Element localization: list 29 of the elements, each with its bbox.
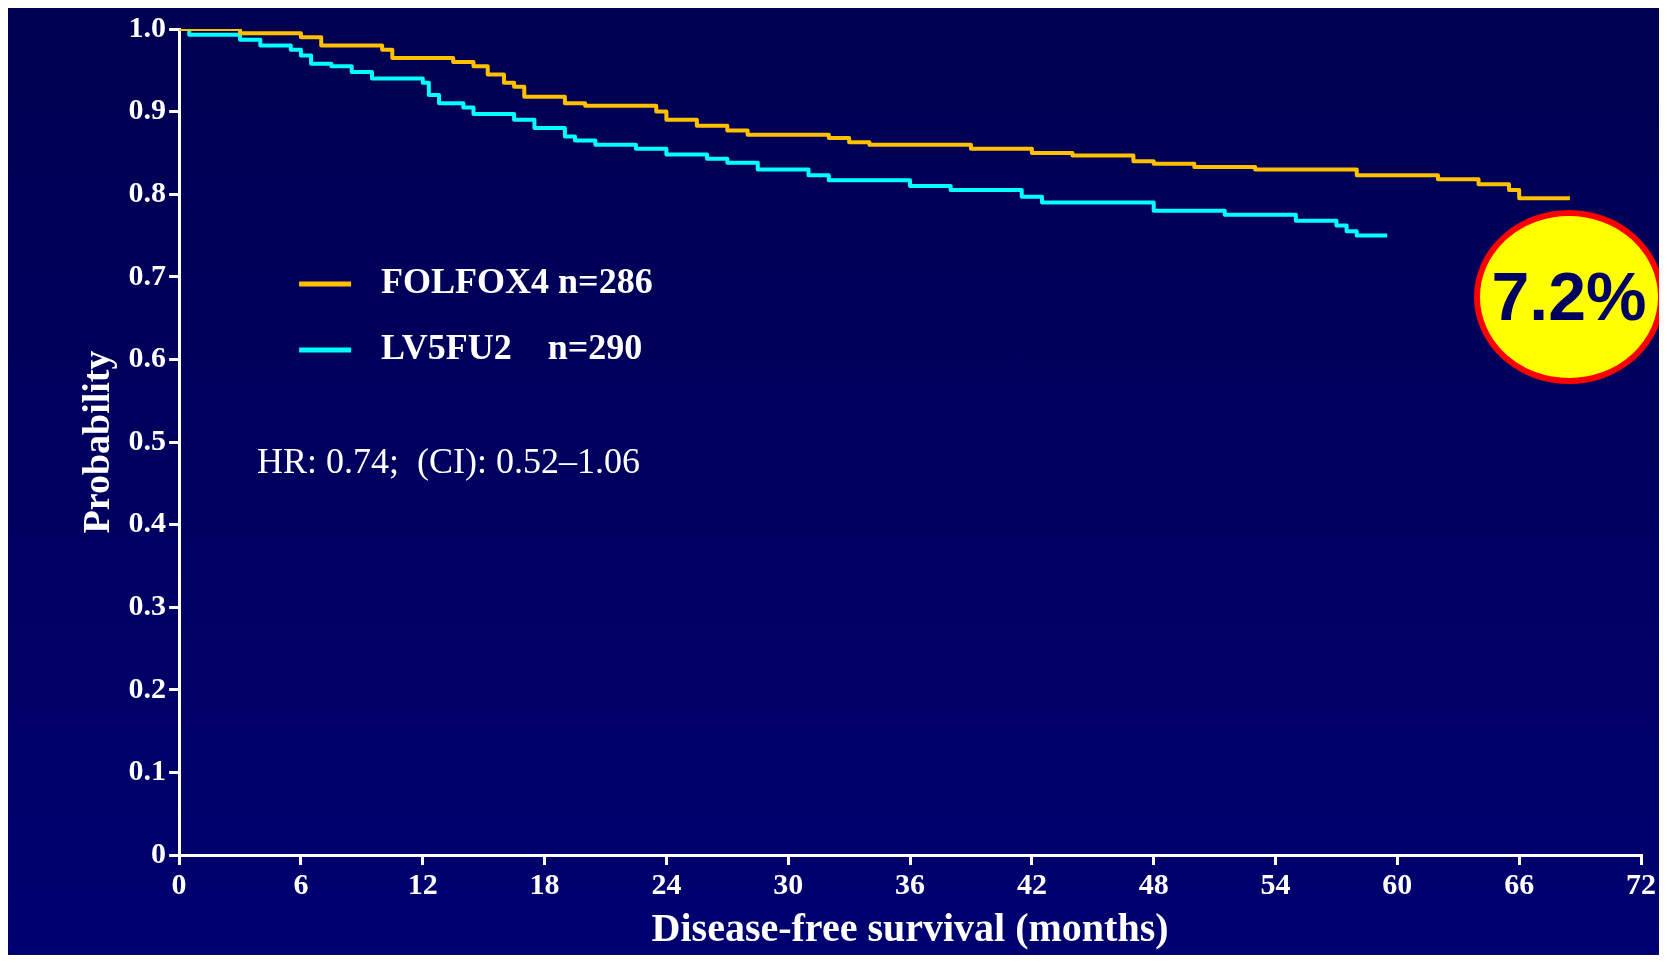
x-tick-label: 6: [293, 866, 309, 900]
x-tick-label: 72: [1626, 866, 1656, 900]
x-tick-label: 12: [407, 866, 438, 900]
x-tick-label: 48: [1138, 866, 1169, 900]
y-tick-label: 0.1: [128, 753, 167, 787]
y-tick-label: 0: [151, 835, 167, 869]
annotation: HR: 0.74; (CI): 0.52–1.06: [257, 441, 641, 482]
y-tick-label: 0.9: [128, 92, 167, 126]
x-tick-label: 66: [1504, 866, 1535, 900]
annotation: 7.2%: [1491, 257, 1647, 334]
x-tick-label: 42: [1016, 866, 1047, 900]
y-tick-label: 0.7: [128, 257, 167, 291]
x-tick-label: 36: [895, 866, 926, 900]
x-tick-label: 54: [1260, 866, 1291, 900]
x-tick-label: 24: [651, 866, 682, 900]
y-tick-label: 0.6: [128, 340, 167, 374]
x-axis-title: Disease-free survival (months): [651, 905, 1169, 951]
y-tick-label: 0.8: [128, 174, 167, 208]
x-tick-label: 60: [1382, 866, 1413, 900]
x-tick-label: 18: [529, 866, 560, 900]
y-tick-label: 1.0: [128, 9, 167, 43]
legend-label: LV5FU2 n=290: [381, 327, 643, 368]
x-tick-label: 30: [773, 866, 804, 900]
y-axis-title: Probability: [74, 350, 117, 534]
y-tick-label: 0.3: [128, 587, 167, 621]
y-tick-label: 0.5: [128, 422, 167, 456]
y-tick-label: 0.4: [128, 505, 167, 539]
legend-label: FOLFOX4 n=286: [381, 261, 653, 302]
y-tick-label: 0.2: [128, 670, 167, 704]
